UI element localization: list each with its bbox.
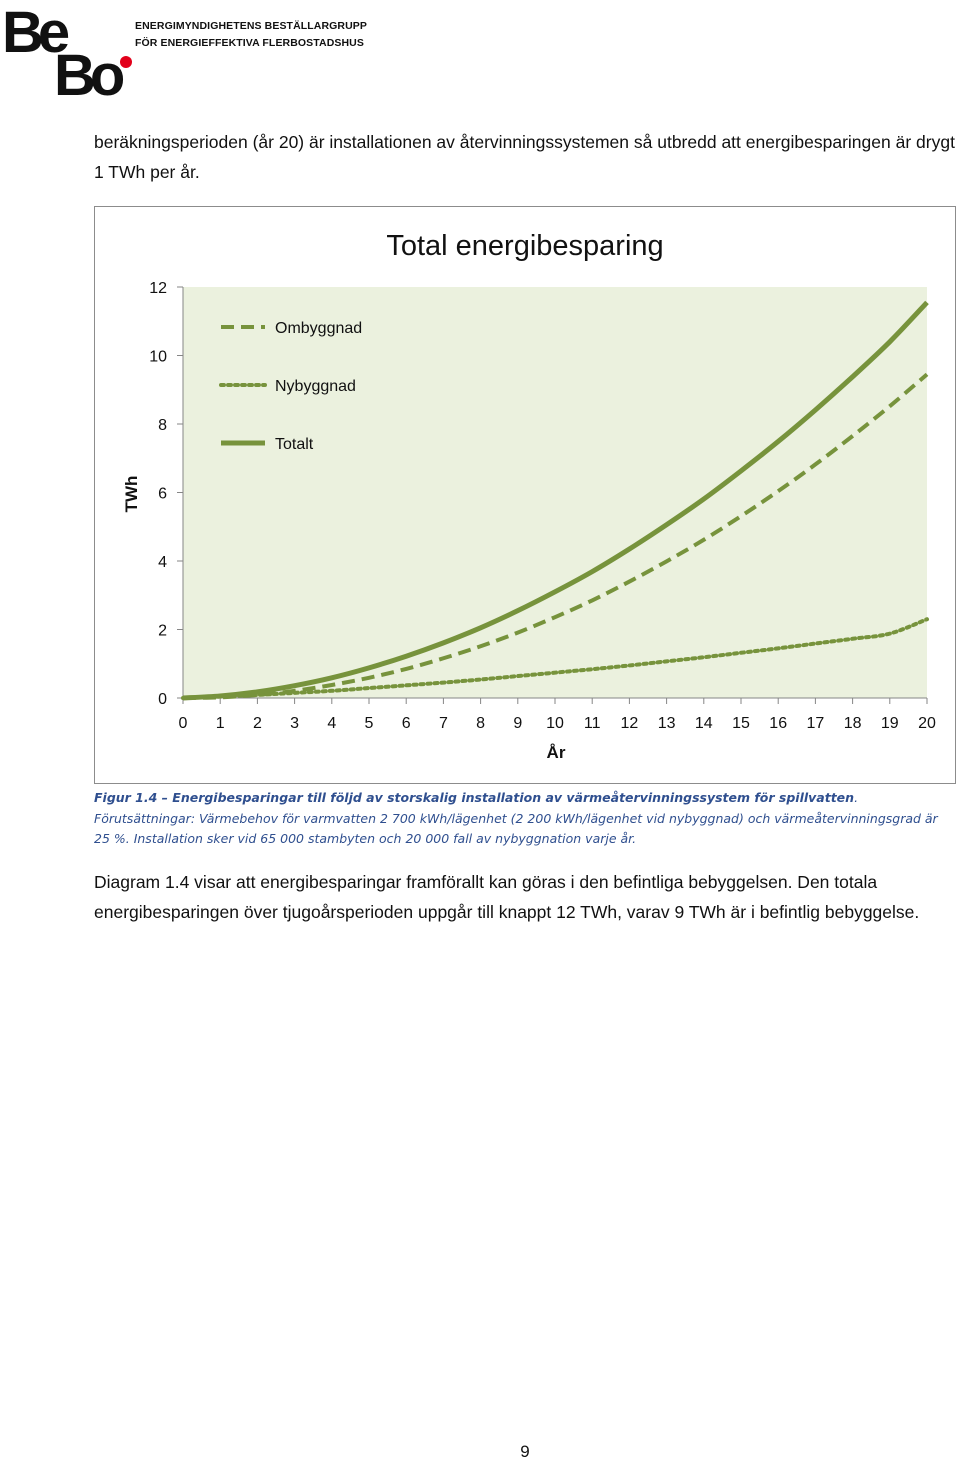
legend-label-totalt: Totalt [275, 436, 314, 453]
y-tick-label: 6 [158, 486, 167, 503]
y-tick-label: 12 [149, 280, 167, 297]
y-tick-label: 0 [158, 691, 167, 708]
x-tick-label: 5 [365, 715, 374, 732]
legend-label-ombyggnad: Ombyggnad [275, 320, 362, 337]
y-tick-label: 2 [158, 623, 167, 640]
chart-title: Total energibesparing [386, 230, 663, 262]
x-tick-label: 16 [769, 715, 787, 732]
svg-text:Be: Be [2, 0, 69, 65]
series-line-nybyggnad [181, 617, 929, 700]
x-tick-label: 18 [844, 715, 862, 732]
series-line-totalt [182, 300, 929, 701]
x-tick-label: 1 [216, 715, 225, 732]
series-line-ombyggnad [182, 372, 929, 700]
plot-area [183, 287, 927, 698]
x-tick-label: 8 [476, 715, 485, 732]
x-tick-label: 11 [584, 715, 601, 732]
intro-paragraph: beräkningsperioden (år 20) är installati… [94, 132, 955, 182]
y-tick-label: 10 [149, 349, 167, 366]
y-axis-label: TWh [122, 476, 141, 513]
org-name-line-2: FÖR ENERGIEFFEKTIVA FLERBOSTADSHUS [135, 37, 364, 49]
bebo-logo: Be Bo [2, 0, 132, 100]
caption-label: Figur 1.4 – Energibesparingar till följd… [94, 790, 855, 805]
x-tick-label: 0 [179, 715, 188, 732]
x-tick-label: 7 [439, 715, 448, 732]
x-tick-label: 2 [253, 715, 262, 732]
x-tick-label: 3 [290, 715, 299, 732]
x-tick-label: 20 [918, 715, 936, 732]
x-tick-label: 9 [513, 715, 522, 732]
chart-container: Total energibesparing TWh År 0 2 4 6 8 10 12 0 1… [94, 206, 956, 784]
page-number: 9 [520, 1442, 530, 1461]
x-tick-label: 12 [621, 715, 639, 732]
y-tick-label: 4 [158, 554, 167, 571]
org-name-line-1: ENERGIMYNDIGHETENS BESTÄLLARGRUPP [135, 20, 367, 32]
x-tick-label: 13 [658, 715, 676, 732]
x-tick-label: 4 [327, 715, 336, 732]
y-tick-label: 8 [158, 417, 167, 434]
x-axis-label: År [547, 743, 566, 762]
x-tick-label: 19 [881, 715, 899, 732]
x-tick-label: 14 [695, 715, 713, 732]
legend: Ombyggnad Nybyggnad Totalt [219, 320, 362, 453]
legend-label-nybyggnad: Nybyggnad [275, 378, 356, 395]
svg-text:Bo: Bo [54, 43, 124, 100]
series-layer [181, 300, 929, 701]
figure-caption: Figur 1.4 – Energibesparingar till följd… [94, 788, 956, 850]
x-tick-label: 6 [402, 715, 411, 732]
x-tick-label: 15 [732, 715, 750, 732]
outro-paragraph: Diagram 1.4 visar att energibesparingar … [94, 872, 920, 922]
x-tick-label: 10 [546, 715, 564, 732]
caption-text: . Förutsättningar: Värmebehov för varmva… [94, 790, 938, 846]
x-tick-label: 17 [807, 715, 825, 732]
